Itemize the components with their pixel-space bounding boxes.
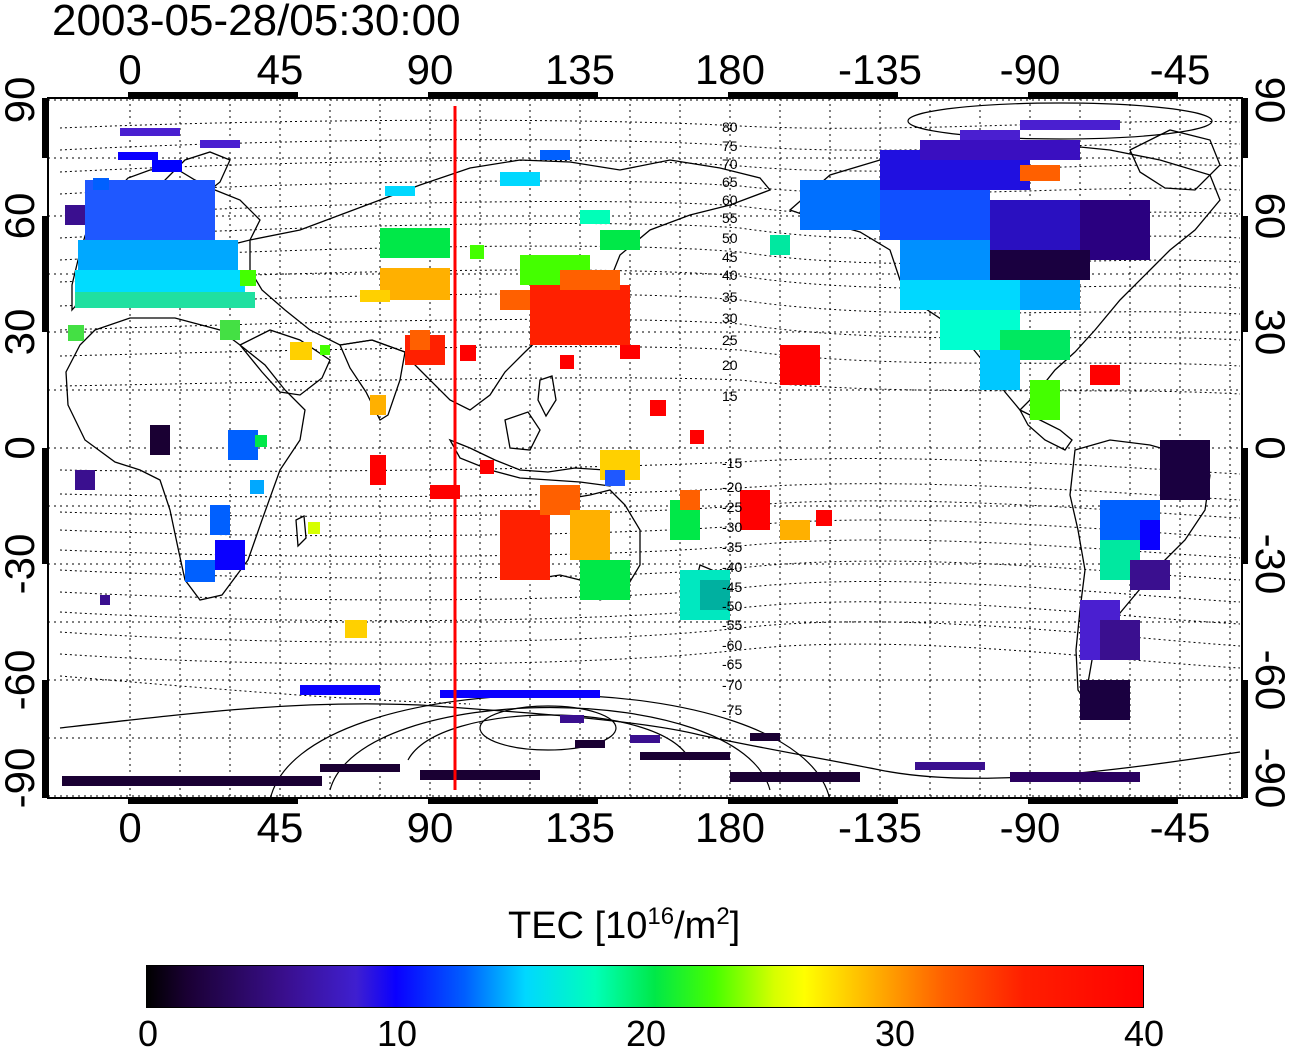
contour-label: -30 xyxy=(722,519,742,535)
contour-label: -25 xyxy=(722,499,742,515)
central-america-outline xyxy=(1018,408,1073,451)
lat-tick-left: 30 xyxy=(0,309,43,356)
contour-label: 50 xyxy=(722,230,738,246)
lon-tick-top: -135 xyxy=(838,46,922,93)
lat-tick-right: 60 xyxy=(1247,193,1292,240)
lat-tick-right: 30 xyxy=(1247,309,1292,356)
contour-label: -40 xyxy=(722,559,742,575)
lat-tick-right: -60 xyxy=(1247,650,1292,711)
contour-label: 40 xyxy=(722,267,738,283)
lat-tick-left: 60 xyxy=(0,193,43,240)
contour-label: 55 xyxy=(722,210,738,226)
contour-label: 35 xyxy=(722,289,738,305)
contour-label: 65 xyxy=(722,174,738,190)
asia-outline xyxy=(249,159,772,411)
lon-ticks-bottom: 0 45 90 135 180 -135 -90 -45 xyxy=(118,804,1210,851)
colorbar-tick: 40 xyxy=(1123,1013,1165,1054)
lon-tick-bottom: 180 xyxy=(695,804,765,851)
philippines-outline xyxy=(537,375,557,418)
contour-label: -75 xyxy=(722,702,742,718)
lon-tick-top: 135 xyxy=(545,46,615,93)
lon-tick-top: -90 xyxy=(1000,46,1061,93)
lat-tick-left: -60 xyxy=(0,650,43,711)
lat-ticks-left: 90 60 30 0 -30 -60 -90 xyxy=(0,77,43,809)
frame-bars xyxy=(42,92,1248,804)
contour-label-group: 80 75 70 65 60 55 50 45 40 35 30 25 20 1… xyxy=(722,119,742,718)
lon-tick-bottom: 45 xyxy=(257,804,304,851)
contour-label: -50 xyxy=(722,598,742,614)
contour-label: -15 xyxy=(722,455,742,471)
contour-label: 45 xyxy=(722,249,738,265)
contour-label: -45 xyxy=(722,579,742,595)
lat-tick-right: -30 xyxy=(1247,534,1292,595)
madagascar-outline xyxy=(295,514,307,548)
lat-tick-left: -90 xyxy=(0,748,43,809)
colorbar-title-exp2: 2 xyxy=(716,903,730,930)
lon-tick-bottom: -135 xyxy=(838,804,922,851)
tec-pixels xyxy=(62,120,1210,786)
colorbar-tick: 30 xyxy=(874,1013,916,1054)
contour-label: 15 xyxy=(722,388,738,404)
arabia-outline xyxy=(238,329,331,396)
borneo-outline xyxy=(504,411,541,451)
lon-tick-top: -45 xyxy=(1150,46,1211,93)
lon-tick-top: 90 xyxy=(407,46,454,93)
colorbar-title-mid: /m xyxy=(674,905,717,947)
lat-tick-right: -90 xyxy=(1247,748,1292,809)
contour-label: -20 xyxy=(722,479,742,495)
graticule xyxy=(48,98,1242,798)
indonesia-outline xyxy=(448,438,627,487)
contour-label: -55 xyxy=(722,617,742,633)
contour-label: 60 xyxy=(722,192,738,208)
contour-label: 80 xyxy=(722,119,738,135)
lon-tick-top: 0 xyxy=(118,46,141,93)
lon-ticks-top: 0 45 90 135 180 -135 -90 -45 xyxy=(118,46,1210,93)
timestamp-title: 2003-05-28/05:30:00 xyxy=(52,0,461,45)
contour-label: 75 xyxy=(722,138,738,154)
colorbar-title-prefix: TEC [10 xyxy=(508,905,648,947)
tec-map: 80 75 70 65 60 55 50 45 40 35 30 25 20 1… xyxy=(0,46,1292,851)
lat-tick-left: 0 xyxy=(0,436,43,459)
colorbar-title-exp1: 16 xyxy=(647,903,675,930)
contour-label: 70 xyxy=(722,156,738,172)
contour-label: -60 xyxy=(722,637,742,653)
colorbar-tick: 10 xyxy=(376,1013,418,1054)
lat-tick-right: 90 xyxy=(1247,77,1292,124)
contour-label: 20 xyxy=(722,357,738,373)
lat-tick-left: -30 xyxy=(0,534,43,595)
africa-outline xyxy=(65,317,306,601)
lon-tick-top: 180 xyxy=(695,46,765,93)
lon-tick-bottom: -90 xyxy=(1000,804,1061,851)
colorbar-title: TEC [1016/m2] xyxy=(508,903,741,953)
colorbar-tick: 0 xyxy=(137,1013,159,1054)
contour-label: -70 xyxy=(722,677,742,693)
contour-label: 25 xyxy=(722,332,738,348)
lat-tick-right: 0 xyxy=(1247,436,1292,459)
contour-label: 30 xyxy=(722,310,738,326)
lon-tick-bottom: -45 xyxy=(1150,804,1211,851)
lat-tick-left: 90 xyxy=(0,77,43,124)
lon-tick-top: 45 xyxy=(257,46,304,93)
colorbar xyxy=(146,965,1144,1008)
contour-label: -35 xyxy=(722,539,742,555)
colorbar-tick: 20 xyxy=(625,1013,667,1054)
greenland-outline xyxy=(1129,129,1221,191)
colorbar-title-suffix: ] xyxy=(729,905,741,947)
lon-tick-bottom: 0 xyxy=(118,804,141,851)
lon-tick-bottom: 135 xyxy=(545,804,615,851)
contour-label: -65 xyxy=(722,656,742,672)
lat-ticks-right: 90 60 30 0 -30 -60 -90 xyxy=(1247,77,1292,809)
lon-tick-bottom: 90 xyxy=(407,804,454,851)
